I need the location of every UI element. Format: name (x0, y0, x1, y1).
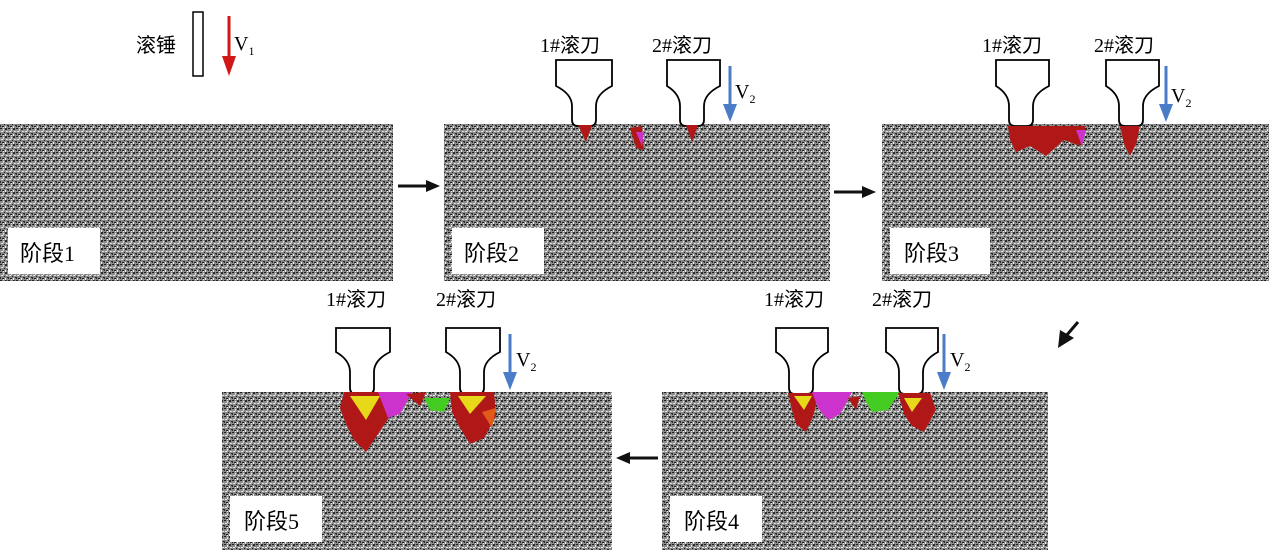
stage-label-box-5 (230, 496, 322, 542)
crack-zone (578, 125, 592, 142)
crack-zone (350, 396, 380, 420)
stage-label-5: 阶段5 (244, 509, 299, 534)
svg-text:V2: V2 (950, 349, 970, 374)
cutter2-label: 2#滚刀 (1094, 34, 1154, 57)
hammer-velocity-label: V (234, 33, 249, 55)
hammer-shape (192, 11, 204, 77)
cutter1-shape (555, 59, 613, 127)
cutter1-shape (335, 327, 391, 395)
crack-zone (1076, 130, 1086, 146)
cutter1-shape (775, 327, 829, 395)
stage-panel-2: 阶段2 1#滚刀 2#滚刀 V2 (444, 34, 830, 281)
stage-label-4: 阶段4 (684, 509, 739, 534)
cutter1-label: 1#滚刀 (764, 288, 824, 311)
stage-label-1: 阶段1 (20, 241, 75, 266)
crack-zone (482, 408, 496, 428)
cutter1-label: 1#滚刀 (540, 34, 600, 57)
crack-zone (848, 396, 860, 410)
cutter2-shape (445, 327, 501, 395)
cutter-velocity-label: V (516, 349, 531, 371)
hammer-velocity-sub: 1 (248, 44, 254, 58)
cutter-velocity-sub: 2 (530, 360, 536, 374)
cutter-velocity-sub: 2 (964, 360, 970, 374)
svg-text:V2: V2 (1171, 85, 1191, 110)
cutter-velocity-label: V (735, 81, 750, 103)
crack-zone (904, 398, 922, 412)
crack-zone (450, 392, 496, 444)
flow-arrow-4 (616, 452, 658, 464)
cutter-velocity-sub: 2 (749, 92, 755, 106)
crack-zone (636, 132, 644, 146)
svg-text:V1: V1 (234, 33, 254, 58)
stage-panel-4: 阶段4 1#滚刀 2#滚刀 V2 (662, 288, 1048, 550)
stage-label-box-2 (452, 228, 544, 274)
crack-zone (862, 392, 900, 412)
stage-label-2: 阶段2 (464, 241, 519, 266)
crack-zone (1008, 126, 1086, 156)
cutter-velocity-label: V (950, 349, 965, 371)
svg-text:V2: V2 (516, 349, 536, 374)
cutter2-shape (666, 59, 721, 127)
cutter1-shape (995, 59, 1050, 127)
cutter-velocity-label: V (1171, 85, 1186, 107)
crack-zone (458, 396, 486, 414)
cutter-velocity-sub: 2 (1185, 96, 1191, 110)
crack-zone (424, 398, 450, 412)
flow-arrow-2 (834, 186, 876, 198)
stage-label-box-4 (670, 496, 762, 542)
crack-zone (340, 392, 390, 452)
stage-panel-5: 阶段5 1#滚刀 2#滚刀 V2 (222, 288, 612, 550)
stage-panel-3: 阶段3 1#滚刀 2#滚刀 V2 (882, 34, 1269, 281)
crack-zone (406, 392, 426, 406)
hammer-velocity-arrowhead (222, 56, 236, 76)
cutter1-label: 1#滚刀 (982, 34, 1042, 57)
cutter2-label: 2#滚刀 (652, 34, 712, 57)
cutter2-label: 2#滚刀 (436, 288, 496, 311)
crack-zone (794, 396, 812, 410)
svg-text:V2: V2 (735, 81, 755, 106)
cutter2-shape (1105, 59, 1160, 127)
cutter2-label: 2#滚刀 (872, 288, 932, 311)
crack-zone (788, 393, 818, 432)
crack-zone (378, 392, 412, 418)
hammer-group: 滚锤 V1 (136, 11, 254, 77)
crack-zone (1120, 126, 1140, 156)
crack-zone (812, 392, 852, 420)
stage-panel-1: 阶段1 (0, 124, 393, 281)
stage-label-box-1 (8, 228, 100, 274)
cutter2-shape (885, 327, 939, 395)
flow-arrow-1 (398, 180, 440, 192)
flow-arrow-3 (1058, 321, 1080, 348)
crack-zone (686, 125, 698, 142)
stage-label-3: 阶段3 (904, 241, 959, 266)
cutter1-label: 1#滚刀 (326, 288, 386, 311)
hammer-label: 滚锤 (136, 34, 176, 57)
stage-label-box-3 (890, 228, 990, 274)
